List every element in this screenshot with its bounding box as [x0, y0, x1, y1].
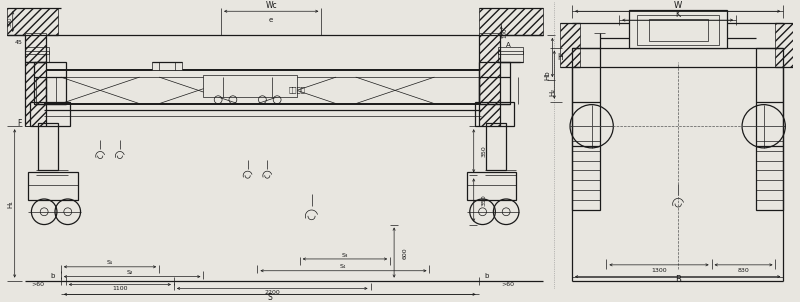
Bar	[649, 19, 708, 41]
Text: 100: 100	[502, 27, 508, 38]
Bar	[29, 172, 78, 200]
Text: b: b	[51, 273, 55, 279]
Bar	[478, 8, 542, 35]
Text: 1100: 1100	[112, 286, 128, 291]
Bar	[775, 23, 795, 67]
Text: Wc: Wc	[266, 1, 277, 10]
Bar	[498, 50, 523, 62]
Bar	[25, 47, 49, 54]
Text: S₃: S₃	[342, 252, 348, 258]
Bar	[560, 23, 580, 67]
Bar	[756, 48, 783, 210]
Text: 350: 350	[481, 194, 486, 206]
Text: e: e	[268, 17, 272, 23]
Text: H₂: H₂	[550, 88, 555, 96]
Text: 350: 350	[481, 145, 486, 157]
Bar	[637, 15, 719, 45]
Text: 大车轨距: 大车轨距	[288, 87, 306, 93]
Bar	[7, 8, 58, 35]
Text: H: H	[558, 53, 563, 62]
Text: b: b	[484, 273, 489, 279]
Text: 2200: 2200	[264, 290, 280, 295]
Bar	[38, 123, 58, 171]
Bar	[478, 62, 510, 104]
Text: S₄: S₄	[340, 264, 346, 269]
Text: B: B	[675, 275, 681, 284]
Text: S₂: S₂	[126, 270, 133, 275]
Text: 830: 830	[738, 268, 750, 273]
Bar	[498, 47, 523, 54]
Bar	[474, 102, 514, 126]
Text: S: S	[268, 293, 273, 302]
Text: >60: >60	[32, 282, 45, 287]
Text: 45: 45	[14, 40, 22, 45]
Text: F: F	[18, 119, 22, 128]
Bar	[629, 10, 727, 48]
Text: H₁: H₁	[8, 200, 14, 208]
Text: K: K	[675, 10, 680, 19]
Bar	[486, 123, 506, 171]
Bar	[25, 50, 49, 62]
Text: 300: 300	[7, 17, 12, 27]
Text: W: W	[674, 1, 682, 10]
Text: Hb: Hb	[545, 70, 550, 80]
Bar	[34, 62, 66, 104]
Bar	[30, 102, 70, 126]
Text: 1300: 1300	[651, 268, 667, 273]
Text: A: A	[506, 42, 510, 48]
Bar	[203, 75, 297, 97]
Text: 600: 600	[402, 247, 407, 259]
Bar	[572, 48, 599, 210]
Bar	[467, 172, 516, 200]
Bar	[478, 33, 500, 126]
Text: S₁: S₁	[107, 260, 114, 265]
Bar	[25, 33, 46, 126]
Bar	[152, 62, 182, 70]
Text: >60: >60	[502, 282, 514, 287]
